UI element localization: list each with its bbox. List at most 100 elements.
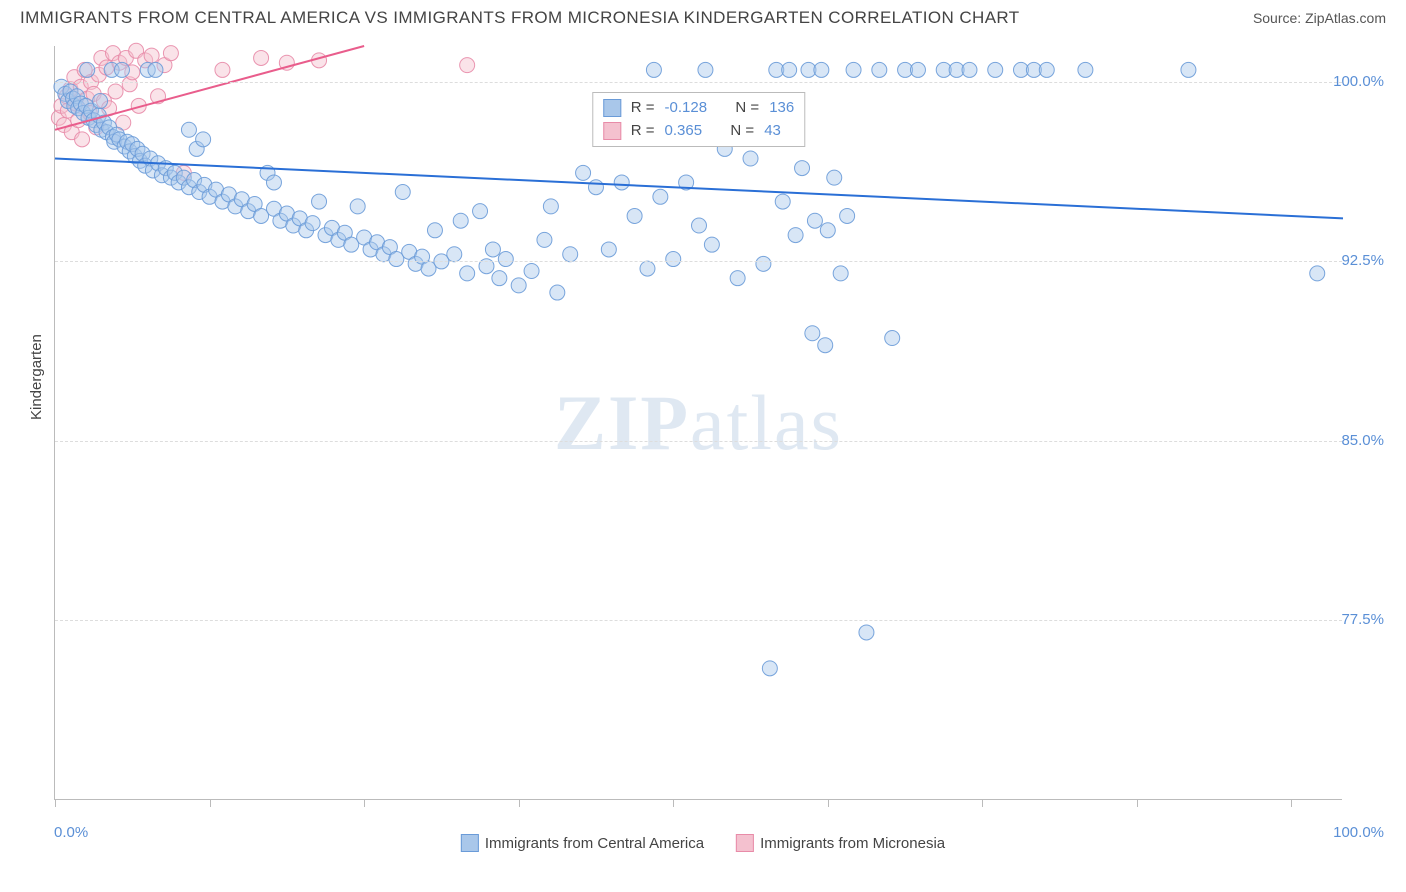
marker-central_america: [788, 228, 803, 243]
x-tick-mark: [982, 799, 983, 807]
marker-central_america: [511, 278, 526, 293]
marker-central_america: [730, 271, 745, 286]
marker-micronesia: [460, 58, 475, 73]
marker-central_america: [114, 62, 129, 77]
footer-legend-label: Immigrants from Central America: [485, 835, 704, 852]
legend-r-label: R =: [631, 97, 655, 120]
gridline-h: [55, 620, 1342, 621]
marker-central_america: [588, 180, 603, 195]
marker-central_america: [460, 266, 475, 281]
y-tick-label: 92.5%: [1341, 252, 1384, 269]
marker-central_america: [447, 247, 462, 262]
legend-r-value: -0.128: [665, 97, 708, 120]
x-tick-mark: [673, 799, 674, 807]
marker-central_america: [833, 266, 848, 281]
x-tick-mark: [364, 799, 365, 807]
marker-central_america: [756, 256, 771, 271]
marker-central_america: [537, 232, 552, 247]
marker-central_america: [498, 252, 513, 267]
marker-central_america: [627, 208, 642, 223]
marker-central_america: [840, 208, 855, 223]
gridline-h: [55, 441, 1342, 442]
legend-r-value: 0.365: [665, 120, 703, 143]
marker-central_america: [872, 62, 887, 77]
chart-source: Source: ZipAtlas.com: [1253, 10, 1386, 26]
x-axis-label-left: 0.0%: [54, 824, 88, 841]
chart-title: IMMIGRANTS FROM CENTRAL AMERICA VS IMMIG…: [20, 8, 1020, 28]
marker-central_america: [524, 264, 539, 279]
marker-central_america: [846, 62, 861, 77]
marker-central_america: [492, 271, 507, 286]
marker-central_america: [859, 625, 874, 640]
marker-central_america: [181, 122, 196, 137]
marker-central_america: [910, 62, 925, 77]
footer-legend-label: Immigrants from Micronesia: [760, 835, 945, 852]
marker-central_america: [818, 338, 833, 353]
marker-central_america: [266, 175, 281, 190]
source-link[interactable]: ZipAtlas.com: [1305, 10, 1386, 26]
x-tick-mark: [210, 799, 211, 807]
stats-legend-box: R =-0.128 N =136R =0.365 N =43: [592, 92, 805, 147]
x-tick-mark: [828, 799, 829, 807]
legend-swatch: [603, 99, 621, 117]
footer-legend: Immigrants from Central America Immigrant…: [461, 834, 945, 852]
marker-central_america: [653, 189, 668, 204]
marker-central_america: [1310, 266, 1325, 281]
marker-central_america: [820, 223, 835, 238]
marker-central_america: [93, 94, 108, 109]
y-tick-label: 100.0%: [1333, 73, 1384, 90]
x-axis-label-right: 100.0%: [1333, 824, 1384, 841]
marker-central_america: [543, 199, 558, 214]
marker-central_america: [795, 161, 810, 176]
marker-central_america: [666, 252, 681, 267]
footer-swatch: [461, 834, 479, 852]
marker-central_america: [782, 62, 797, 77]
marker-micronesia: [254, 50, 269, 65]
marker-central_america: [827, 170, 842, 185]
marker-central_america: [1078, 62, 1093, 77]
marker-central_america: [704, 237, 719, 252]
marker-micronesia: [215, 62, 230, 77]
marker-central_america: [743, 151, 758, 166]
marker-central_america: [1181, 62, 1196, 77]
x-tick-mark: [55, 799, 56, 807]
chart-plot-area: ZIPatlas R =-0.128 N =136R =0.365 N =43: [54, 46, 1342, 800]
legend-n-value: 43: [764, 120, 781, 143]
legend-n-label: N =: [735, 97, 759, 120]
source-prefix: Source:: [1253, 10, 1305, 26]
legend-r-label: R =: [631, 120, 655, 143]
marker-central_america: [80, 62, 95, 77]
x-tick-mark: [1291, 799, 1292, 807]
y-tick-label: 85.0%: [1341, 432, 1384, 449]
scatter-plot-svg: [55, 46, 1342, 799]
gridline-h: [55, 261, 1342, 262]
marker-central_america: [885, 331, 900, 346]
marker-central_america: [646, 62, 661, 77]
marker-central_america: [427, 223, 442, 238]
marker-micronesia: [144, 48, 159, 63]
legend-swatch: [603, 122, 621, 140]
marker-central_america: [148, 62, 163, 77]
legend-n-label: N =: [730, 120, 754, 143]
marker-micronesia: [75, 132, 90, 147]
footer-legend-item: Immigrants from Central America: [461, 834, 704, 852]
marker-central_america: [962, 62, 977, 77]
legend-stat-row: R = -0.128 N = 136: [603, 97, 794, 120]
marker-central_america: [988, 62, 1003, 77]
footer-swatch: [736, 834, 754, 852]
gridline-h: [55, 82, 1342, 83]
marker-central_america: [814, 62, 829, 77]
legend-stat-row: R = 0.365 N = 43: [603, 120, 794, 143]
marker-central_america: [762, 661, 777, 676]
marker-central_america: [640, 261, 655, 276]
footer-legend-item: Immigrants from Micronesia: [736, 834, 945, 852]
marker-central_america: [305, 216, 320, 231]
legend-n-value: 136: [769, 97, 794, 120]
marker-central_america: [312, 194, 327, 209]
marker-central_america: [350, 199, 365, 214]
y-tick-label: 77.5%: [1341, 611, 1384, 628]
marker-central_america: [805, 326, 820, 341]
marker-central_america: [775, 194, 790, 209]
marker-central_america: [692, 218, 707, 233]
marker-central_america: [563, 247, 578, 262]
